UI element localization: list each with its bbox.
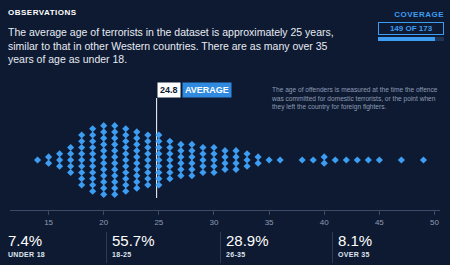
html-text:OVER 35: OVER 35 [338,251,370,258]
html-text:The average age of terrorists: The average age of terrorists in the dat… [8,26,334,65]
html-text:149 OF 173: 149 OF 173 [389,24,433,33]
html-text:26-35: 26-35 [226,251,246,258]
svg-text:AVERAGE: AVERAGE [185,85,229,95]
svg-text:50: 50 [430,218,439,227]
svg-text:45: 45 [375,218,384,227]
svg-text:24.8: 24.8 [160,85,178,95]
html-text:COVERAGE: COVERAGE [394,10,444,19]
svg-text:25: 25 [154,218,163,227]
svg-text:20: 20 [99,218,108,227]
html-text:UNDER 18: UNDER 18 [8,251,45,258]
html-text:18-25: 18-25 [112,251,132,258]
svg-text:35: 35 [265,218,274,227]
html-text:The age of offenders is measur: The age of offenders is measured at the … [272,86,438,110]
html-text:7.4%: 7.4% [8,232,43,249]
html-text:8.1%: 8.1% [338,232,373,249]
svg-text:15: 15 [44,218,53,227]
html-text:28.9%: 28.9% [226,232,269,249]
html-text:OBSERVATIONS: OBSERVATIONS [8,8,77,17]
html-text:55.7%: 55.7% [112,232,155,249]
svg-text:40: 40 [320,218,329,227]
svg-text:30: 30 [210,218,219,227]
